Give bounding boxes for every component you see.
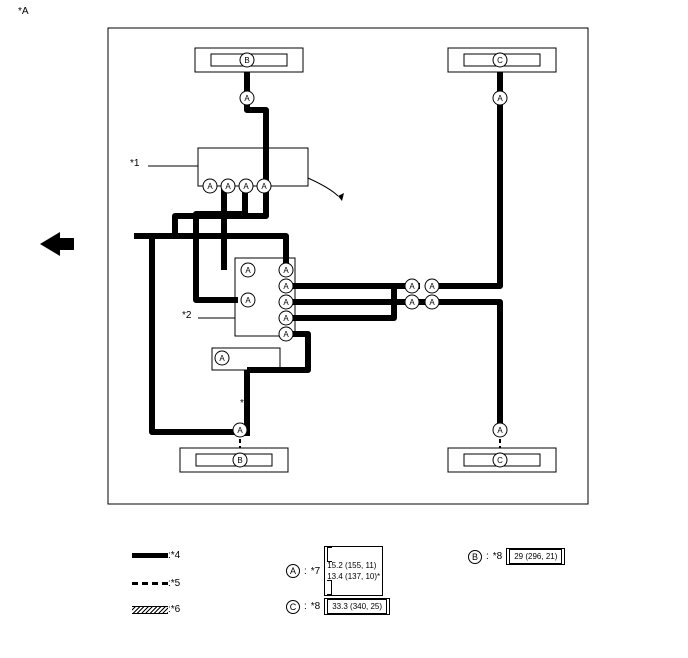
legend-b8-row: B : *8 29 (296, 21): [468, 548, 565, 565]
legend-solid-row: : *4: [132, 550, 180, 561]
svg-text:A: A: [409, 298, 415, 307]
legend-box7: 15.2 (155, 11) 13.4 (137, 10)*: [324, 546, 383, 596]
svg-text:A: A: [429, 282, 435, 291]
svg-text:C: C: [497, 56, 503, 65]
svg-text:B: B: [237, 456, 242, 465]
legend-ref7: *7: [311, 566, 320, 577]
svg-text:A: A: [261, 182, 267, 191]
svg-text:A: A: [225, 182, 231, 191]
svg-text:A: A: [245, 296, 251, 305]
marker-b-legend: B: [468, 550, 482, 564]
svg-text:A: A: [283, 314, 289, 323]
svg-text:A: A: [237, 426, 243, 435]
svg-text:B: B: [244, 56, 249, 65]
legend-colon-7: :: [304, 566, 307, 577]
svg-text:A: A: [497, 94, 503, 103]
svg-text:A: A: [283, 298, 289, 307]
marker-c-legend: C: [286, 600, 300, 614]
legend-box8b: 29 (296, 21): [506, 548, 565, 565]
legend-box8c-txt: 33.3 (340, 25): [332, 602, 382, 611]
svg-text:A: A: [409, 282, 415, 291]
swatch-hatch: [132, 606, 168, 614]
legend-a7-row: A : *7 15.2 (155, 11) 13.4 (137, 10)*: [286, 546, 383, 596]
svg-text:C: C: [497, 456, 503, 465]
legend-ref5: *5: [171, 578, 180, 589]
diagram-svg: BACAAAAAAAAAAAAAAAAAABAC *1*2*3: [0, 0, 688, 530]
legend-colon-8b: :: [486, 551, 489, 562]
svg-text:*2: *2: [182, 310, 192, 321]
legend-ref6: *6: [171, 604, 180, 615]
legend-ref4: *4: [171, 550, 180, 561]
swatch-dash: [132, 582, 168, 585]
svg-text:A: A: [243, 182, 249, 191]
legend-ref8c: *8: [311, 601, 320, 612]
legend-hatch-row: : *6: [132, 604, 180, 615]
legend-ref8b: *8: [493, 551, 502, 562]
svg-text:*1: *1: [130, 158, 140, 169]
page-root: *A BACAAAAAAAAAAAAAAAAAABAC *1*2*3 : *4 …: [0, 0, 688, 658]
swatch-solid: [132, 553, 168, 558]
svg-text:A: A: [207, 182, 213, 191]
legend-box7-l2: 13.4 (137, 10)*: [327, 571, 380, 582]
legend-colon-8c: :: [304, 601, 307, 612]
svg-text:A: A: [283, 282, 289, 291]
svg-text:A: A: [245, 266, 251, 275]
svg-text:A: A: [283, 266, 289, 275]
svg-text:A: A: [497, 426, 503, 435]
svg-text:A: A: [283, 330, 289, 339]
legend-c8-row: C : *8 33.3 (340, 25): [286, 598, 390, 615]
legend-dash-row: : *5: [132, 578, 180, 589]
svg-text:A: A: [219, 354, 225, 363]
svg-text:A: A: [244, 94, 250, 103]
svg-text:A: A: [429, 298, 435, 307]
marker-a-legend: A: [286, 564, 300, 578]
legend-box7-l1: 15.2 (155, 11): [327, 560, 380, 571]
legend-box8c: 33.3 (340, 25): [324, 598, 390, 615]
legend-box8b-txt: 29 (296, 21): [514, 552, 557, 561]
svg-text:*3: *3: [240, 398, 250, 409]
